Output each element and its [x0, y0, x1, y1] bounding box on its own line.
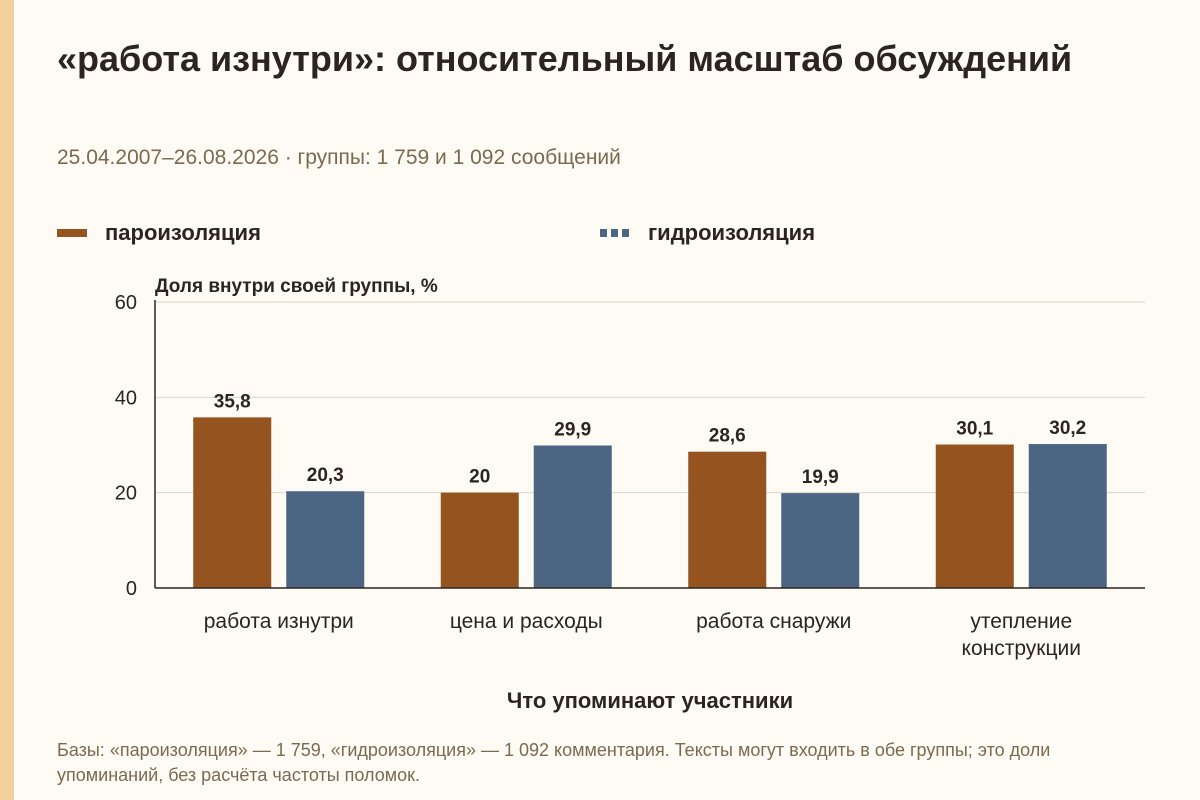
bar-value-label: 30,1 [956, 419, 993, 440]
bar [193, 417, 272, 588]
bar-value-label: 19,9 [802, 467, 839, 488]
bar-value-label: 35,8 [214, 391, 251, 412]
bar [935, 444, 1014, 588]
bar [440, 492, 519, 588]
bar-value-label: 29,9 [554, 419, 591, 440]
footnote: Базы: «пароизоляция» — 1 759, «гидроизол… [57, 740, 1051, 785]
bar [286, 491, 365, 588]
legend-swatch-dashed [600, 229, 630, 237]
x-tick-label: цена и расходы [450, 610, 603, 633]
bar-chart: 0 20 40 60 Доля внутри своей группы, % 35,8 20… [115, 276, 1145, 713]
bar-value-label: 20 [469, 467, 490, 488]
legend-item-series-2: гидроизоляция [600, 220, 815, 246]
bar [533, 445, 612, 588]
legend-item-series-1: пароизоляция [57, 220, 261, 246]
legend-label-series-1: пароизоляция [105, 220, 261, 245]
x-tick-label: конструкции [962, 637, 1081, 660]
bar [1028, 444, 1107, 588]
y-tick-label: 60 [115, 292, 137, 314]
y-tick-label: 0 [126, 578, 137, 600]
y-tick-label: 40 [115, 387, 137, 409]
y-tick-label: 20 [115, 483, 137, 505]
bar [781, 493, 860, 588]
bar-value-label: 20,3 [307, 465, 344, 486]
legend-label-series-2: гидроизоляция [648, 220, 816, 245]
chart-title: «работа изнутри»: относительный масштаб … [57, 38, 1073, 79]
x-tick-label: работа изнутри [204, 610, 354, 633]
bar-value-label: 30,2 [1049, 418, 1086, 439]
chart-subtitle: 25.04.2007–26.08.2026 · группы: 1 759 и … [57, 146, 621, 169]
x-tick-label: утепление [970, 610, 1072, 633]
x-tick-label: работа снаружи [696, 610, 851, 633]
bar-value-label: 28,6 [709, 426, 746, 447]
x-axis-label: Что упоминают участники [507, 688, 793, 713]
accent-strip [0, 0, 14, 800]
y-axis-label: Доля внутри своей группы, % [155, 276, 438, 297]
legend-swatch-solid [57, 229, 87, 237]
bar [688, 451, 767, 588]
